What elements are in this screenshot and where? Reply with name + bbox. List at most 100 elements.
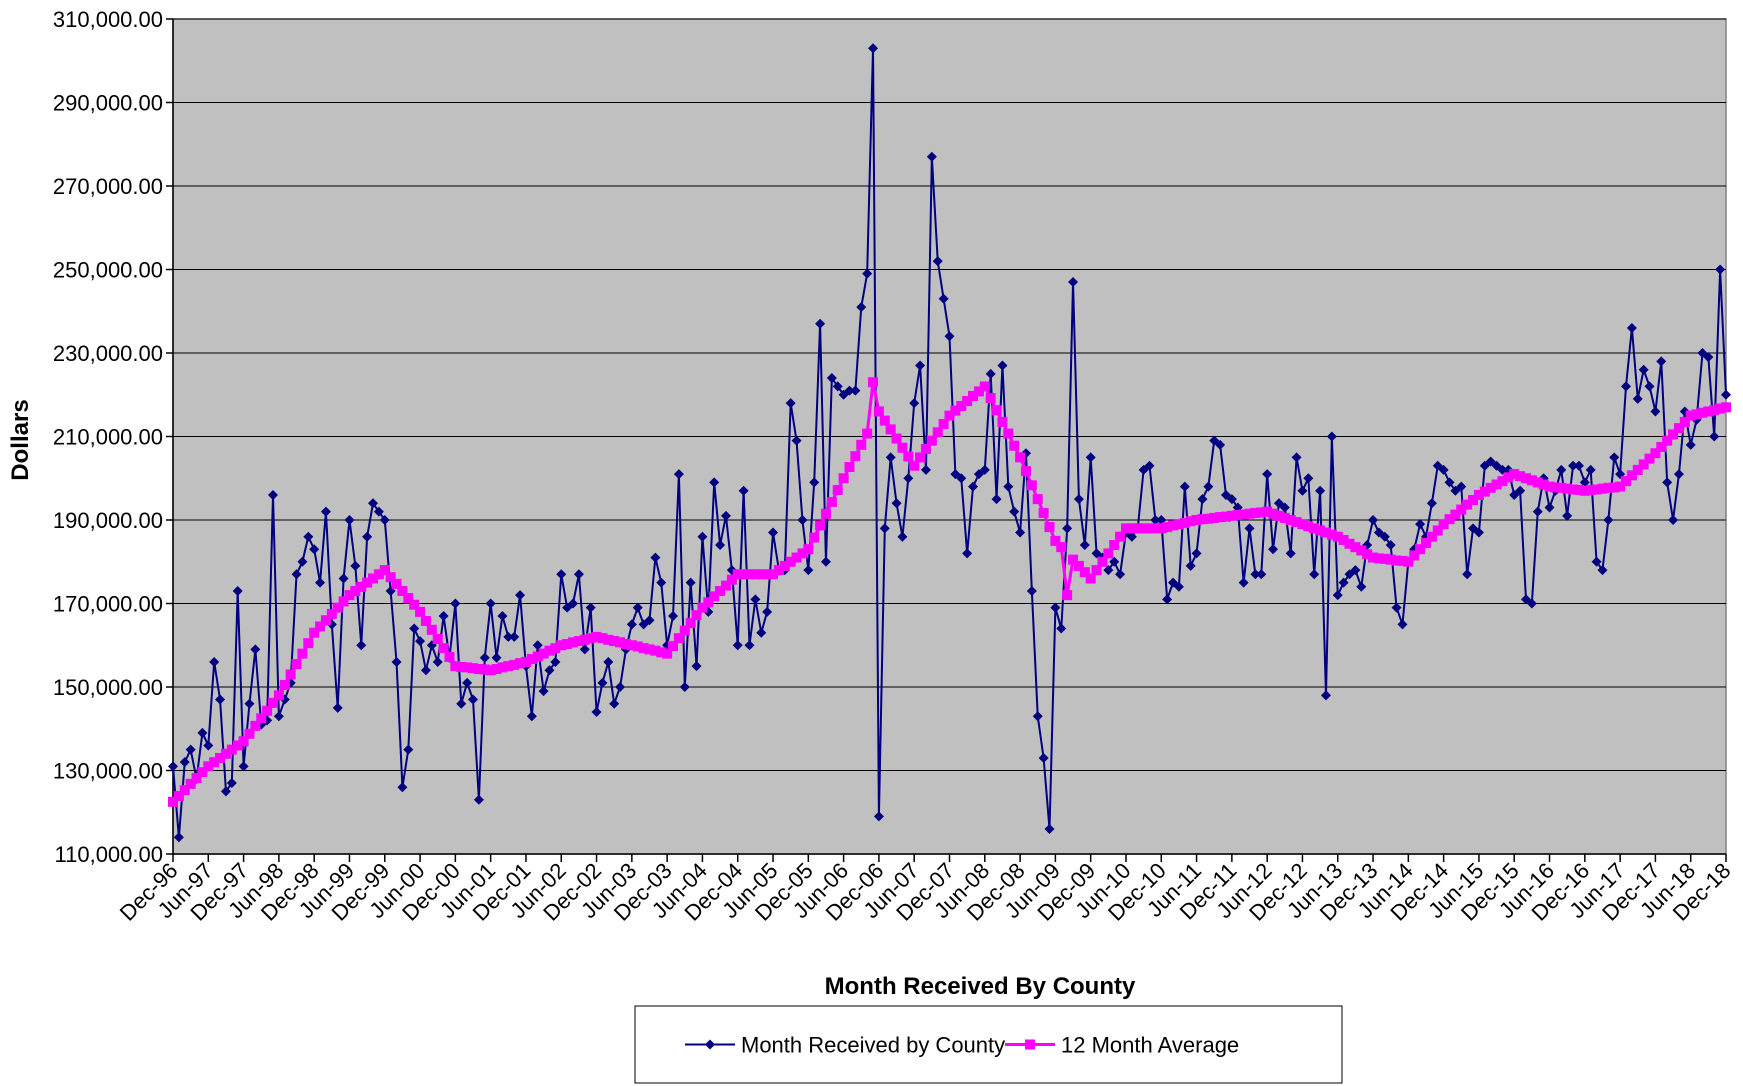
- data-point: [362, 531, 373, 542]
- data-point: [1291, 517, 1302, 528]
- data-point: [1632, 393, 1643, 404]
- data-point: [373, 506, 384, 517]
- data-point: [656, 577, 667, 588]
- data-point: [344, 515, 355, 525]
- data-point: [397, 585, 408, 596]
- data-point: [426, 624, 437, 635]
- data-point: [250, 644, 261, 655]
- data-point: [1268, 544, 1279, 555]
- data-point: [691, 610, 702, 621]
- data-point: [1315, 485, 1326, 496]
- data-point: [1520, 594, 1531, 605]
- data-point: [1179, 517, 1190, 528]
- data-point: [409, 599, 420, 610]
- data-point: [1520, 473, 1531, 484]
- data-point: [468, 694, 479, 705]
- data-point: [1197, 514, 1208, 525]
- data-point: [979, 464, 990, 475]
- data-point: [1279, 512, 1290, 523]
- data-point: [985, 393, 996, 404]
- data-point: [1603, 515, 1614, 525]
- data-point: [656, 647, 667, 658]
- data-point: [1285, 548, 1296, 559]
- data-point: [1226, 494, 1237, 505]
- data-point: [1603, 482, 1614, 493]
- data-point: [932, 427, 943, 438]
- data-point: [1709, 431, 1720, 442]
- data-point: [985, 368, 996, 379]
- data-point: [968, 391, 979, 402]
- data-point: [1362, 549, 1373, 560]
- data-point: [1673, 469, 1684, 480]
- data-point: [1668, 429, 1679, 440]
- data-point: [1279, 502, 1290, 513]
- data-point: [1103, 548, 1114, 559]
- data-point: [1638, 459, 1649, 470]
- data-point: [1573, 460, 1584, 471]
- data-point: [1709, 405, 1720, 416]
- data-point: [1209, 512, 1220, 523]
- data-point: [356, 581, 367, 592]
- data-point: [879, 415, 890, 426]
- data-point: [809, 532, 820, 543]
- data-point: [1268, 508, 1279, 519]
- data-point: [1497, 464, 1508, 475]
- data-point: [891, 498, 902, 509]
- data-point: [938, 293, 949, 304]
- data-point: [1220, 489, 1231, 500]
- data-point: [279, 679, 290, 690]
- data-point: [420, 616, 431, 627]
- data-point: [1273, 498, 1284, 509]
- y-tick-label: 230,000.00: [53, 341, 163, 366]
- data-point: [1244, 523, 1255, 534]
- data-point: [1079, 540, 1090, 551]
- data-point: [379, 565, 390, 576]
- data-point: [1485, 482, 1496, 493]
- data-point: [1238, 509, 1249, 520]
- data-point: [515, 590, 526, 601]
- data-point: [1420, 537, 1431, 548]
- data-point: [997, 360, 1008, 371]
- data-point: [673, 469, 684, 480]
- data-point: [1450, 485, 1461, 496]
- data-point: [262, 705, 273, 716]
- data-point: [903, 451, 914, 462]
- data-point: [868, 377, 879, 388]
- data-point: [697, 531, 708, 542]
- data-point: [973, 386, 984, 397]
- data-point: [715, 585, 726, 596]
- data-point: [468, 663, 479, 674]
- data-point: [556, 569, 567, 580]
- data-point: [862, 428, 873, 439]
- data-point: [803, 565, 814, 576]
- data-point: [1438, 464, 1449, 475]
- data-point: [1003, 428, 1014, 439]
- data-point: [456, 698, 467, 709]
- data-point: [585, 602, 596, 613]
- data-point: [1215, 439, 1226, 450]
- data-point: [473, 664, 484, 675]
- data-point: [1432, 525, 1443, 536]
- data-point: [1256, 507, 1267, 518]
- data-point: [1232, 509, 1243, 520]
- data-point: [1556, 482, 1567, 493]
- data-point: [556, 640, 567, 651]
- data-point: [244, 728, 255, 739]
- data-point: [1697, 407, 1708, 418]
- data-point: [1597, 565, 1608, 576]
- data-point: [903, 473, 914, 484]
- data-point: [1385, 540, 1396, 551]
- data-point: [862, 268, 873, 279]
- data-point: [444, 651, 455, 662]
- y-tick-label: 290,000.00: [53, 91, 163, 116]
- data-point: [697, 602, 708, 613]
- data-point: [1597, 483, 1608, 494]
- data-point: [303, 638, 314, 649]
- data-point: [1332, 531, 1343, 542]
- data-point: [450, 661, 461, 672]
- data-point: [1144, 523, 1155, 534]
- y-axis-title: Dollars: [7, 399, 34, 480]
- data-point: [1620, 476, 1631, 487]
- data-point: [309, 544, 320, 555]
- data-point: [1291, 452, 1302, 463]
